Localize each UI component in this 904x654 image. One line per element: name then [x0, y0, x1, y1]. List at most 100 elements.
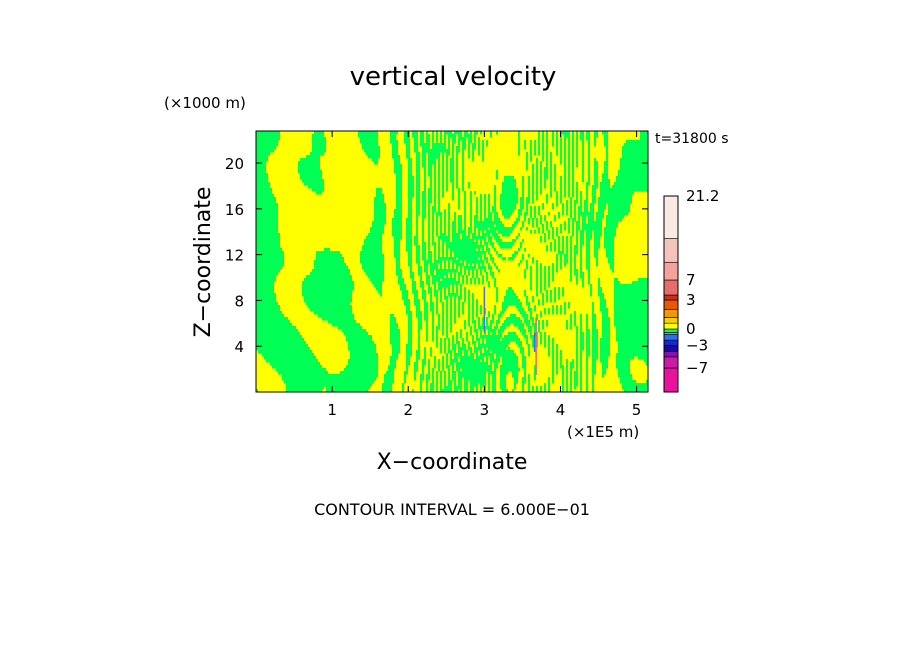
field-cell: [586, 131, 590, 135]
field-cell: [522, 365, 526, 369]
field-cell: [430, 266, 438, 270]
field-cell: [438, 206, 440, 210]
field-cell: [540, 263, 542, 267]
field-cell: [470, 203, 472, 207]
field-cell: [538, 227, 540, 231]
field-cell: [452, 137, 456, 141]
field-cell: [580, 320, 582, 324]
colorbar-level: [663, 317, 679, 324]
field-cell: [604, 167, 608, 171]
field-cell: [440, 140, 442, 144]
field-cell: [568, 164, 570, 168]
field-cell: [416, 173, 420, 177]
field-cell: [472, 275, 474, 279]
field-cell: [450, 311, 452, 315]
field-cell: [556, 257, 558, 261]
field-cell: [572, 131, 574, 135]
field-cell: [478, 248, 480, 252]
field-cell: [306, 302, 350, 306]
field-cell: [416, 254, 420, 258]
field-cell: [570, 254, 572, 258]
field-cell: [538, 206, 540, 210]
field-cell: [570, 317, 572, 321]
field-cell: [394, 212, 402, 216]
field-cell: [476, 212, 478, 216]
field-cell: [524, 320, 530, 324]
field-cell: [574, 215, 576, 219]
field-cell: [256, 137, 280, 141]
field-cell: [572, 134, 574, 138]
field-cell: [576, 152, 578, 156]
field-cell: [452, 230, 456, 234]
field-cell: [448, 293, 458, 297]
field-cell: [464, 194, 466, 198]
field-cell: [566, 380, 568, 384]
field-cell: [448, 146, 450, 150]
field-cell: [446, 365, 450, 369]
field-cell: [594, 143, 596, 147]
field-cell: [602, 176, 608, 180]
field-cell: [480, 218, 482, 222]
field-cell: [448, 206, 450, 210]
field-cell: [448, 260, 450, 264]
field-cell: [542, 299, 544, 303]
field-cell: [462, 260, 464, 264]
field-cell: [472, 233, 476, 237]
field-cell: [374, 218, 386, 222]
field-cell: [432, 134, 434, 138]
field-cell: [446, 326, 448, 330]
field-cell: [570, 314, 572, 318]
field-cell: [256, 167, 266, 171]
field-cell: [458, 344, 460, 348]
field-cell: [502, 338, 520, 342]
field-cell: [376, 191, 382, 195]
field-cell: [560, 194, 562, 198]
field-cell: [560, 191, 562, 195]
field-cell: [256, 323, 292, 327]
field-cell: [480, 305, 482, 309]
field-cell: [554, 185, 556, 189]
field-cell: [474, 230, 476, 234]
field-cell: [440, 383, 442, 387]
field-cell: [446, 299, 448, 303]
field-cell: [592, 194, 596, 198]
field-cell: [562, 377, 564, 381]
field-cell: [488, 389, 490, 392]
field-cell: [536, 194, 538, 198]
field-cell: [556, 152, 558, 156]
field-cell: [492, 386, 496, 390]
field-cell: [580, 131, 584, 135]
field-cell: [488, 200, 490, 204]
field-cell: [434, 200, 436, 204]
field-cell: [402, 293, 408, 297]
field-cell: [570, 368, 572, 372]
field-cell: [524, 140, 526, 144]
field-cell: [536, 389, 538, 392]
field-cell: [536, 266, 538, 270]
field-cell: [592, 191, 596, 195]
field-cell: [518, 308, 524, 312]
field-cell: [472, 299, 474, 303]
field-cell: [286, 386, 324, 390]
field-cell: [470, 326, 472, 330]
field-cell: [598, 203, 606, 207]
field-cell: [600, 296, 604, 300]
field-cell: [370, 278, 384, 282]
field-cell: [444, 290, 446, 294]
field-cell: [434, 260, 442, 264]
field-cell: [450, 362, 454, 366]
field-cell: [432, 209, 436, 213]
field-cell: [434, 284, 436, 288]
field-cell: [566, 389, 568, 392]
field-cell: [480, 350, 482, 354]
field-cell: [576, 353, 578, 357]
field-cell: [490, 131, 492, 135]
field-cell: [422, 152, 426, 156]
field-cell: [448, 209, 450, 213]
field-cell: [566, 239, 568, 243]
field-cell: [500, 365, 518, 369]
field-cell: [576, 236, 578, 240]
field-cell: [428, 164, 432, 168]
field-cell: [568, 167, 570, 171]
field-cell: [544, 239, 546, 243]
